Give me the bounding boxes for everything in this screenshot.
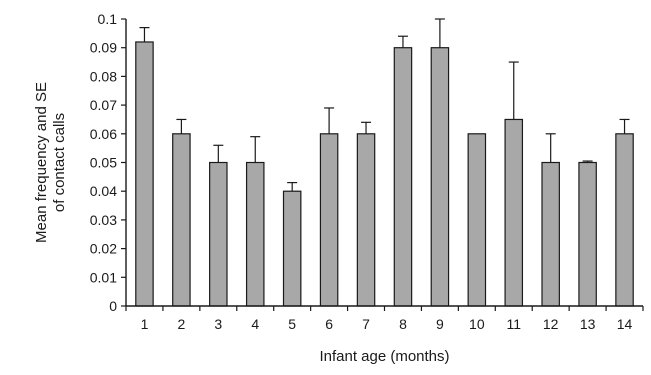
x-tick-label: 8: [399, 316, 407, 332]
y-tick-label: 0.1: [98, 11, 118, 27]
x-tick-label: 9: [436, 316, 444, 332]
x-tick-label: 14: [617, 316, 633, 332]
y-tick-label: 0.03: [90, 212, 117, 228]
x-axis-title: Infant age (months): [319, 348, 449, 365]
bar: [356, 133, 376, 307]
bar: [209, 161, 228, 307]
bar: [393, 47, 413, 307]
x-tick-label: 2: [177, 316, 185, 332]
x-tick-label: 1: [141, 316, 149, 332]
bar: [578, 161, 597, 307]
y-tick-label: 0: [109, 298, 117, 314]
x-tick-label: 7: [362, 316, 370, 332]
y-axis-title-line-2: of contact calls: [51, 113, 68, 212]
bar: [319, 133, 339, 307]
bar: [135, 41, 154, 307]
y-tick-label: 0.08: [90, 68, 117, 84]
bar: [615, 133, 634, 307]
y-tick-label: 0.06: [90, 126, 117, 142]
x-tick-label: 5: [288, 316, 296, 332]
x-tick-label: 4: [251, 316, 259, 332]
y-tick-label: 0.01: [90, 269, 117, 285]
bar: [172, 133, 191, 307]
y-tick-label: 0.04: [90, 183, 117, 199]
x-tick-label: 3: [214, 316, 222, 332]
x-tick-label: 13: [580, 316, 596, 332]
bars-group: [135, 41, 634, 307]
y-tick-label: 0.07: [90, 97, 117, 113]
y-axis-title-line-1: Mean frequency and SE: [33, 82, 50, 243]
error-bars-group: [139, 18, 630, 192]
bar: [541, 161, 560, 307]
bar: [504, 118, 524, 307]
bar: [430, 47, 450, 307]
x-tick-label: 12: [543, 316, 559, 332]
bar: [282, 190, 302, 307]
x-tick-label: 6: [325, 316, 333, 332]
x-tick-label: 10: [469, 316, 485, 332]
y-tick-label: 0.05: [90, 155, 117, 171]
y-tick-label: 0.09: [90, 40, 117, 56]
y-ticks-group: 0 0.01 0.02 0.03 0.04 0.05 0.06 0.07 0.08 0.09 0.1: [90, 11, 126, 314]
bar: [467, 133, 487, 307]
bar: [245, 161, 265, 307]
y-tick-label: 0.02: [90, 241, 117, 257]
x-tick-label: 11: [506, 316, 521, 332]
x-ticks-group: 1 2 3 4 5 6 7 8 9 10 11 12 13 14: [125, 306, 644, 332]
